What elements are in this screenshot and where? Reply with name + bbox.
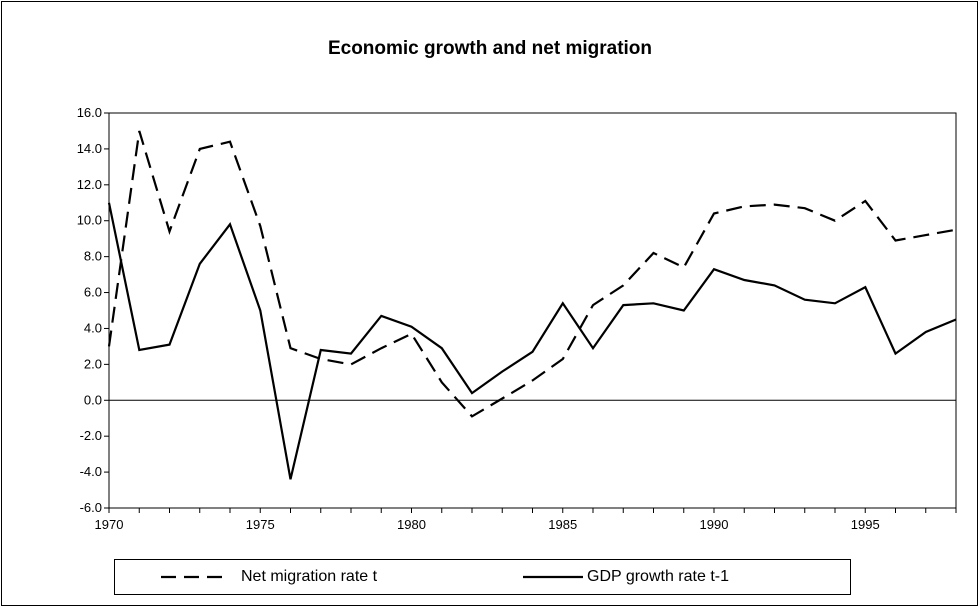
y-tick-label: -4.0 xyxy=(80,464,102,479)
axes xyxy=(104,112,957,513)
legend-item-gdp-growth: GDP growth rate t-1 xyxy=(523,568,729,586)
series-lines xyxy=(107,130,957,480)
series-line-net-migration xyxy=(107,130,957,418)
x-tick-label: 1970 xyxy=(95,517,124,532)
chart-title: Economic growth and net migration xyxy=(327,38,653,59)
series-line-gdp-growth xyxy=(107,202,957,480)
legend-item-net-migration: Net migration rate t xyxy=(161,568,377,586)
y-tick-label: 14.0 xyxy=(77,141,102,156)
legend: Net migration rate t GDP growth rate t-1 xyxy=(114,559,851,595)
y-tick-label: 16.0 xyxy=(77,105,102,120)
x-tick-label: 1975 xyxy=(246,517,275,532)
legend-label-net-migration: Net migration rate t xyxy=(241,568,378,585)
legend-swatch-solid xyxy=(523,575,583,579)
y-tick-label: 12.0 xyxy=(77,177,102,192)
x-tick-label: 1995 xyxy=(851,517,880,532)
x-tick-label: 1985 xyxy=(548,517,577,532)
x-tick-label: 1980 xyxy=(397,517,426,532)
plot-border xyxy=(108,112,957,509)
legend-swatch-dashed xyxy=(161,575,229,579)
tick-labels: 16.0 14.0 12.0 10.0 8.0 6.0 4.0 2.0 0.0 -2.0 -4.0 -… xyxy=(77,105,880,532)
x-tick-label: 1990 xyxy=(700,517,729,532)
y-tick-label: 4.0 xyxy=(84,320,102,335)
y-tick-label: 2.0 xyxy=(84,356,102,371)
y-tick-label: 10.0 xyxy=(77,213,102,228)
legend-label-gdp-growth: GDP growth rate t-1 xyxy=(587,568,729,585)
y-tick-label: 0.0 xyxy=(84,392,102,407)
y-tick-label: 6.0 xyxy=(84,285,102,300)
y-tick-label: -2.0 xyxy=(80,428,102,443)
y-tick-label: 8.0 xyxy=(84,249,102,264)
y-tick-label: -6.0 xyxy=(80,500,102,515)
